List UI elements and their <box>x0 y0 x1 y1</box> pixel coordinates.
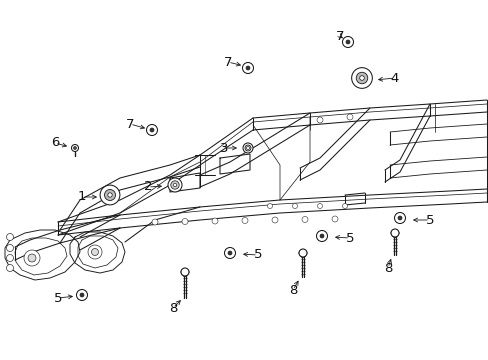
Circle shape <box>152 219 158 225</box>
Circle shape <box>6 234 14 240</box>
Circle shape <box>80 293 84 297</box>
Circle shape <box>244 145 250 151</box>
Circle shape <box>342 203 347 208</box>
Circle shape <box>28 254 36 262</box>
Text: 8: 8 <box>288 284 297 297</box>
Circle shape <box>359 76 364 80</box>
Circle shape <box>224 248 235 258</box>
Circle shape <box>182 271 187 276</box>
Circle shape <box>168 178 182 192</box>
Text: 7: 7 <box>224 55 232 68</box>
Circle shape <box>6 244 14 252</box>
Text: 5: 5 <box>425 213 433 226</box>
Text: 7: 7 <box>125 117 134 130</box>
Circle shape <box>104 189 115 201</box>
Text: 4: 4 <box>390 72 398 85</box>
Circle shape <box>356 72 367 84</box>
Circle shape <box>73 147 76 149</box>
Circle shape <box>71 144 79 152</box>
Circle shape <box>346 40 349 44</box>
Circle shape <box>245 66 249 70</box>
Circle shape <box>392 233 397 238</box>
Circle shape <box>342 36 353 48</box>
Circle shape <box>390 229 398 237</box>
Text: 6: 6 <box>51 136 59 149</box>
Circle shape <box>242 63 253 73</box>
Circle shape <box>271 217 278 223</box>
Text: 1: 1 <box>78 190 86 203</box>
Circle shape <box>246 147 249 149</box>
Circle shape <box>331 216 337 222</box>
Circle shape <box>181 268 189 276</box>
Circle shape <box>316 230 327 242</box>
Circle shape <box>91 248 98 256</box>
Circle shape <box>227 251 231 255</box>
Circle shape <box>107 193 112 197</box>
Circle shape <box>243 143 252 153</box>
Circle shape <box>170 181 179 189</box>
Circle shape <box>317 203 322 208</box>
Text: 2: 2 <box>143 180 152 194</box>
Text: 8: 8 <box>168 302 177 315</box>
Circle shape <box>302 216 307 222</box>
Circle shape <box>6 255 14 261</box>
Circle shape <box>267 203 272 208</box>
Circle shape <box>292 203 297 208</box>
Text: 7: 7 <box>335 30 344 42</box>
Circle shape <box>397 216 401 220</box>
Circle shape <box>88 245 102 259</box>
Circle shape <box>212 218 218 224</box>
Text: 5: 5 <box>54 292 62 305</box>
Circle shape <box>150 128 154 132</box>
Circle shape <box>24 250 40 266</box>
Circle shape <box>351 68 371 88</box>
Text: 5: 5 <box>253 248 262 261</box>
Text: 3: 3 <box>219 141 228 154</box>
Circle shape <box>298 249 306 257</box>
Circle shape <box>319 234 324 238</box>
Circle shape <box>6 265 14 271</box>
Circle shape <box>242 217 247 224</box>
Circle shape <box>300 252 305 257</box>
Circle shape <box>100 185 120 205</box>
Circle shape <box>182 219 187 225</box>
Circle shape <box>346 114 352 120</box>
Text: 5: 5 <box>345 231 353 244</box>
Text: 8: 8 <box>383 261 391 274</box>
Circle shape <box>76 289 87 301</box>
Circle shape <box>173 183 176 187</box>
Circle shape <box>394 212 405 224</box>
Circle shape <box>146 125 157 135</box>
Circle shape <box>316 117 323 123</box>
